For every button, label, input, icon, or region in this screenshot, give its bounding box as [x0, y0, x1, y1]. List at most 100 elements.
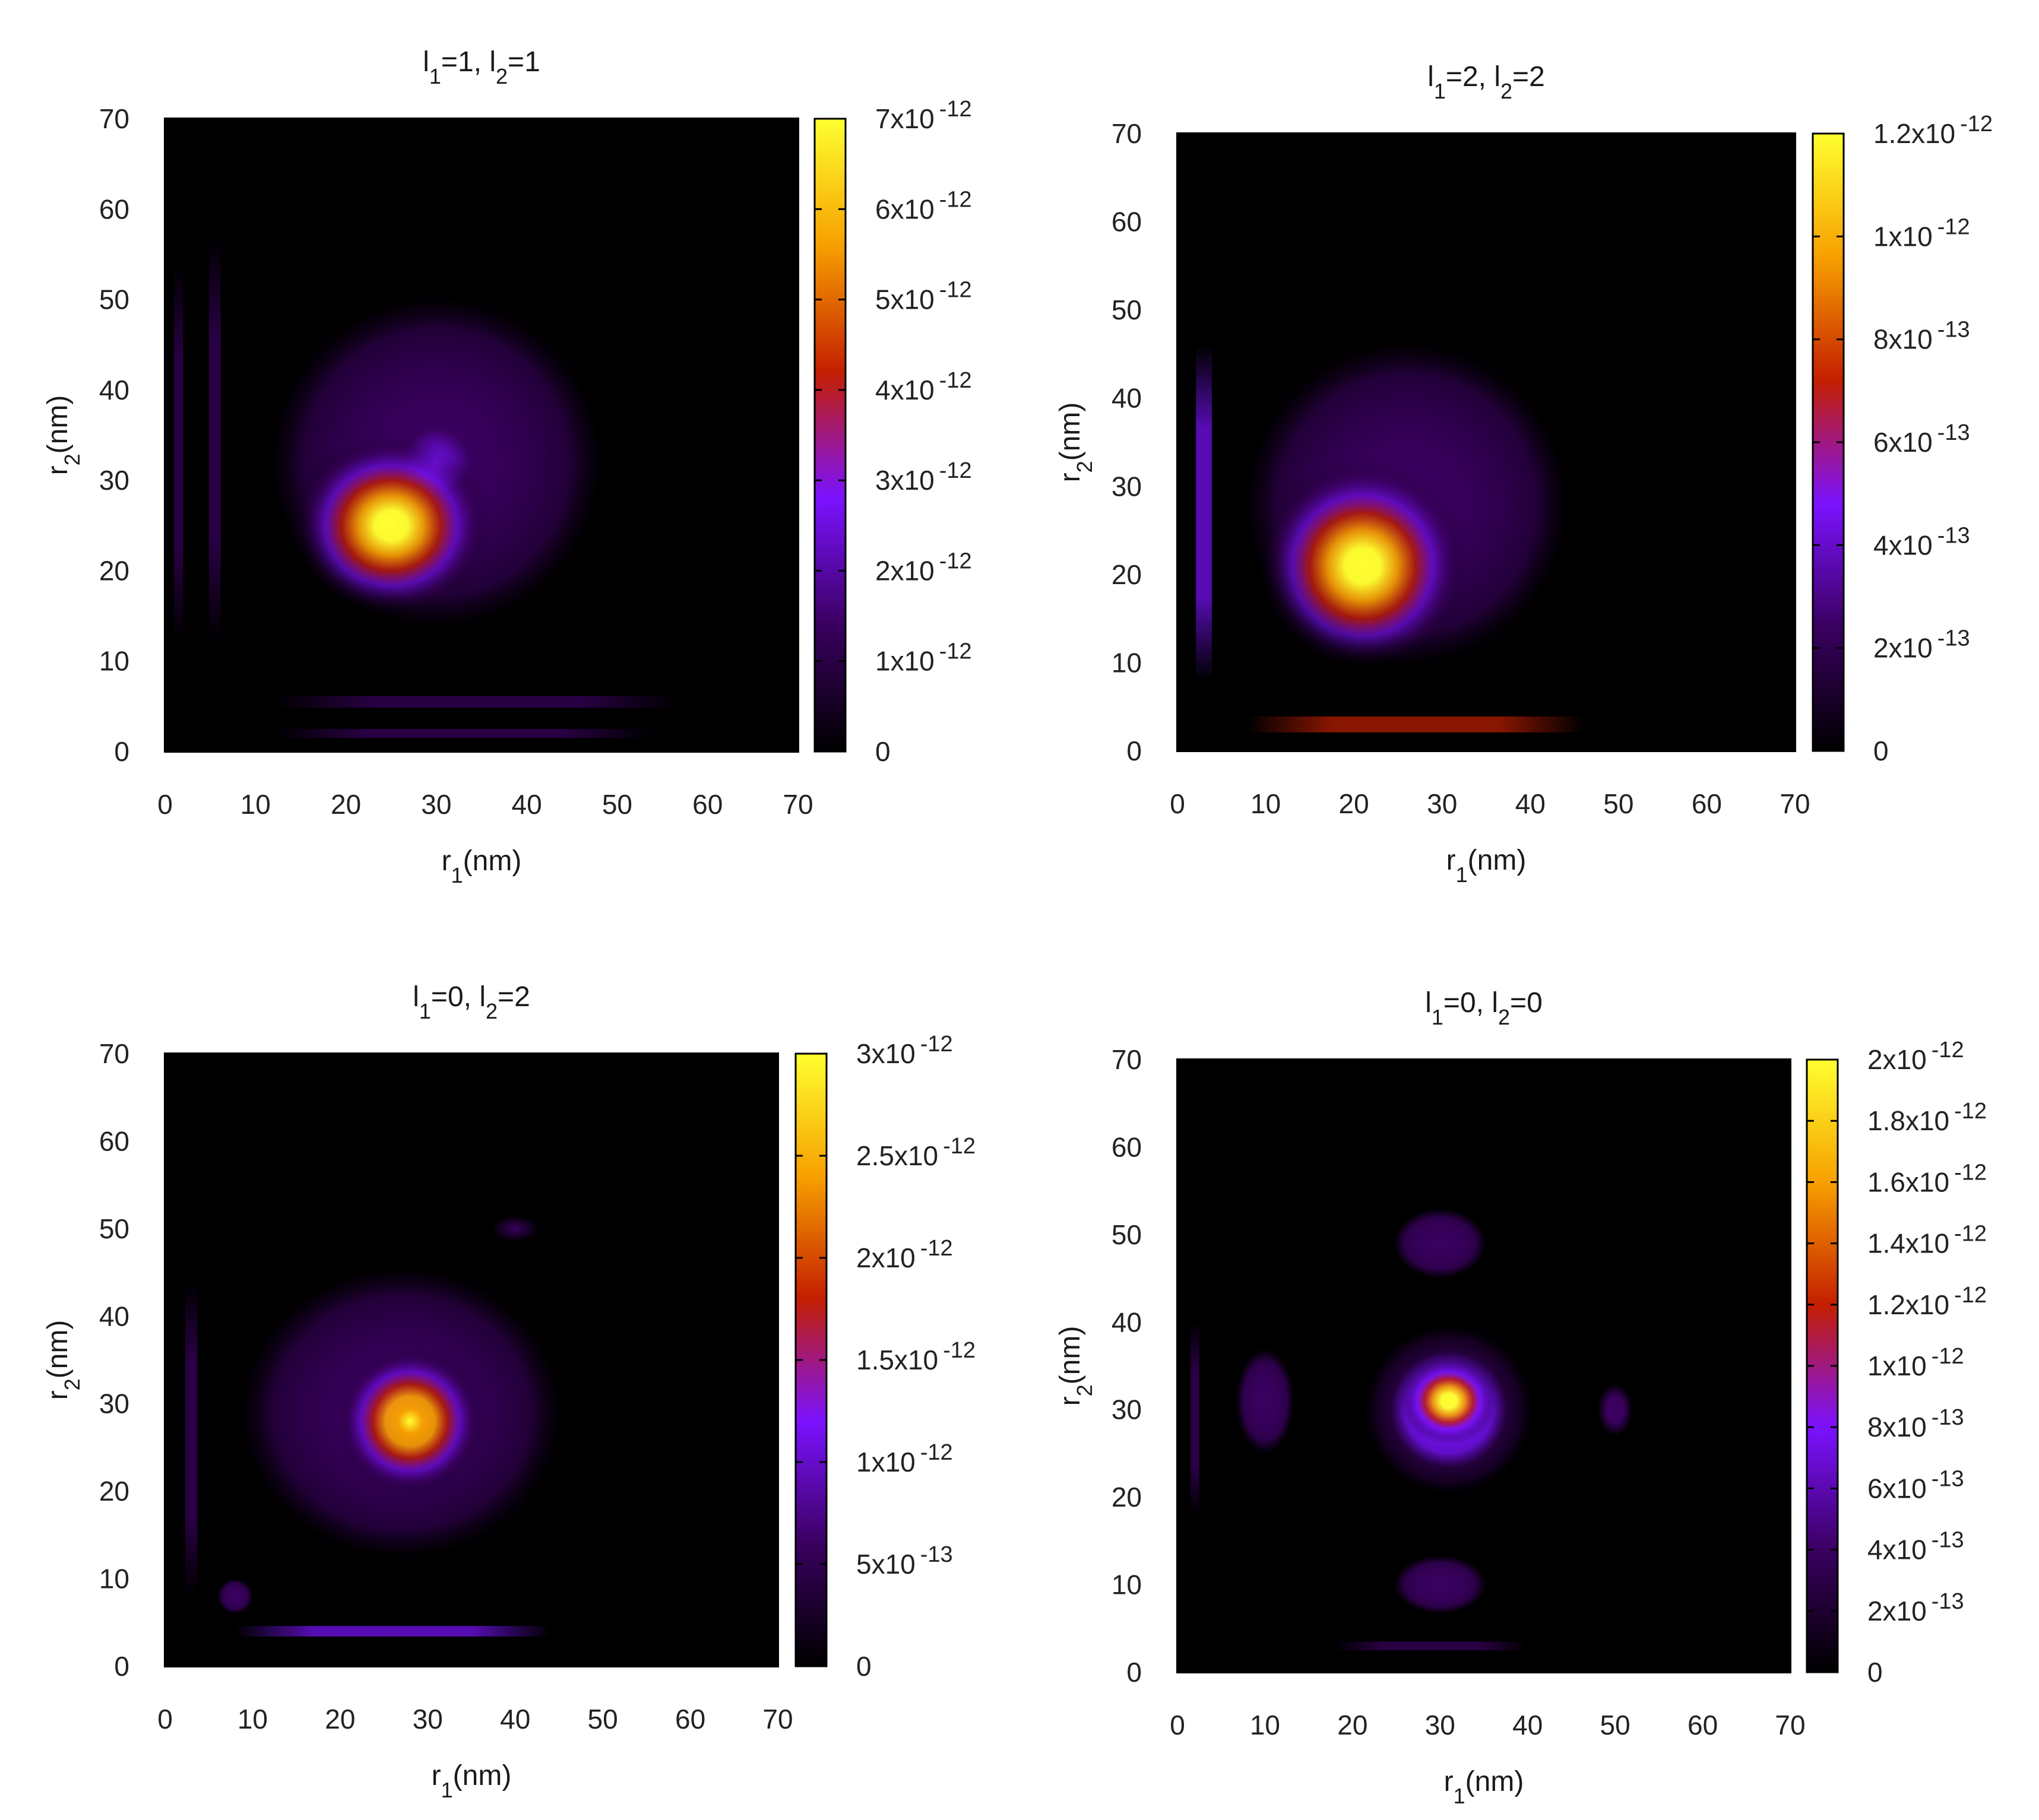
- colorbar-tick-label: 1x10 -12: [856, 1440, 953, 1477]
- colorbar-tick-base: 1.8x10: [1867, 1105, 1949, 1136]
- y-tick-label: 0: [1126, 735, 1142, 766]
- heatmap-blob: [208, 1569, 262, 1623]
- colorbar-tick-label: 5x10 -12: [875, 278, 972, 315]
- heatmap-band: [273, 696, 681, 708]
- chart-title: l1=0, l2=2: [413, 981, 530, 1023]
- heatmap-blob: [1221, 1322, 1309, 1480]
- y-tick-label: 60: [99, 1125, 129, 1156]
- chart-title-part: 2: [496, 64, 508, 88]
- colorbar-tick-exponent: -13: [1937, 523, 1970, 548]
- heatmap-features: [174, 236, 681, 738]
- heatmap-blob: [1370, 1540, 1511, 1629]
- colorbar-tick-base: 1x10: [856, 1447, 916, 1477]
- x-axis-label-part: 1: [451, 863, 463, 887]
- x-tick-label: 70: [762, 1704, 793, 1735]
- colorbar-tick-base: 5x10: [856, 1549, 916, 1580]
- colorbar-tick-base: 2x10: [856, 1242, 916, 1273]
- colorbar-tick-base: 1x10: [1867, 1350, 1927, 1381]
- colorbar-tick-base: 0: [856, 1651, 872, 1682]
- colorbar-tick-exponent: -12: [943, 1134, 976, 1159]
- chart-title-part: 1: [419, 999, 431, 1023]
- heatmap-band: [208, 236, 221, 643]
- y-tick-label: 60: [99, 194, 129, 224]
- chart-title-part: =0,: [431, 981, 479, 1013]
- x-axis-label-part: 1: [1454, 1784, 1465, 1808]
- chart-title-part: l: [1425, 987, 1432, 1019]
- colorbar-tick-label: 6x10 -12: [875, 187, 972, 224]
- colorbar-tick-label: 3x10 -12: [875, 458, 972, 496]
- chart-title-part: 1: [429, 64, 441, 88]
- colorbar-tick-base: 0: [1867, 1657, 1883, 1688]
- colorbar-tick-base: 8x10: [1873, 324, 1933, 355]
- x-axis-label: r1(nm): [442, 845, 522, 887]
- plot-border: [164, 1052, 779, 1667]
- x-axis-label-part: r: [1446, 845, 1456, 876]
- heatmap-band: [273, 728, 654, 738]
- colorbar-tick-exponent: -12: [1960, 112, 1993, 137]
- y-axis-label-part: r: [42, 465, 74, 475]
- y-axis-label-part: (nm): [1055, 1326, 1086, 1385]
- y-tick-label: 20: [1112, 1482, 1142, 1513]
- colorbar-tick-label: 1x10 -12: [1873, 214, 1970, 252]
- colorbar-tick-label: 6x10 -13: [1873, 420, 1970, 458]
- heatmap-blob: [1400, 1357, 1497, 1445]
- y-tick-label: 30: [1112, 1394, 1142, 1425]
- x-tick-label: 20: [1337, 1710, 1367, 1740]
- colorbar-tick-label: 8x10 -13: [1867, 1405, 1964, 1442]
- chart-title-part: l: [479, 981, 486, 1013]
- y-tick-label: 20: [1112, 559, 1142, 590]
- y-axis-label: r2(nm): [42, 395, 84, 475]
- colorbar-tick-exponent: -12: [1932, 1038, 1964, 1063]
- colorbar-tick-exponent: -12: [1954, 1283, 1987, 1308]
- colorbar-tick-exponent: -12: [939, 548, 972, 573]
- y-tick-label: 20: [99, 555, 129, 586]
- x-tick-label: 30: [413, 1704, 443, 1735]
- y-tick-label: 60: [1112, 1131, 1142, 1162]
- y-axis-label-part: (nm): [42, 1320, 74, 1379]
- y-tick-label: 40: [1112, 1307, 1142, 1337]
- y-tick-label: 30: [99, 1388, 129, 1419]
- heatmap-band: [1191, 1322, 1199, 1515]
- colorbar-tick-exponent: -13: [1937, 420, 1970, 445]
- colorbar-tick-base: 5x10: [875, 284, 935, 315]
- y-axis-label: r2(nm): [1055, 1326, 1097, 1406]
- colorbar-tick-label: 0: [875, 736, 891, 767]
- heatmap-blob: [1562, 1331, 1668, 1489]
- x-tick-label: 0: [157, 789, 173, 820]
- y-tick-label: 10: [1112, 647, 1142, 678]
- colorbar-tick-base: 3x10: [875, 465, 935, 496]
- colorbar-tick-base: 7x10: [875, 103, 935, 134]
- colorbar-tick-exponent: -12: [939, 187, 972, 212]
- y-tick-label: 40: [99, 1301, 129, 1331]
- colorbar-tick-exponent: -13: [1937, 626, 1970, 651]
- plot-border: [164, 118, 799, 753]
- colorbar-tick-base: 6x10: [1873, 427, 1933, 458]
- colorbar-tick-label: 1.2x10 -12: [1867, 1283, 1987, 1320]
- y-tick-label: 10: [99, 646, 129, 677]
- chart-title-part: =2,: [1446, 61, 1494, 93]
- heatmap-blob: [1370, 1191, 1511, 1296]
- colorbar-tick-label: 2x10 -13: [1873, 626, 1970, 664]
- colorbar-tick-base: 1x10: [875, 646, 935, 677]
- chart-title: l1=2, l2=2: [1427, 61, 1545, 103]
- x-tick-label: 20: [331, 789, 361, 820]
- colorbar-tick-label: 1.8x10 -12: [1867, 1099, 1987, 1136]
- heatmap-features: [1196, 310, 1601, 733]
- colorbar-tick-base: 0: [1873, 735, 1889, 766]
- colorbar-tick-label: 4x10 -13: [1867, 1528, 1964, 1565]
- x-tick-label: 50: [602, 789, 632, 820]
- x-tick-label: 70: [1780, 788, 1810, 819]
- y-axis-label-part: r: [1055, 473, 1086, 482]
- colorbar-tick-label: 1x10 -12: [1867, 1344, 1964, 1381]
- x-tick-label: 50: [588, 1704, 618, 1735]
- colorbar-tick-label: 0: [1873, 735, 1889, 766]
- y-axis-label-part: 2: [60, 454, 84, 465]
- colorbar-tick-label: 6x10 -13: [1867, 1466, 1964, 1504]
- colorbar-tick-label: 0: [1867, 1657, 1883, 1688]
- y-tick-label: 10: [1112, 1569, 1142, 1600]
- chart-title: l1=1, l2=1: [423, 46, 540, 88]
- colorbar-tick-exponent: -12: [1954, 1222, 1987, 1247]
- chart-title-part: l: [1427, 61, 1434, 93]
